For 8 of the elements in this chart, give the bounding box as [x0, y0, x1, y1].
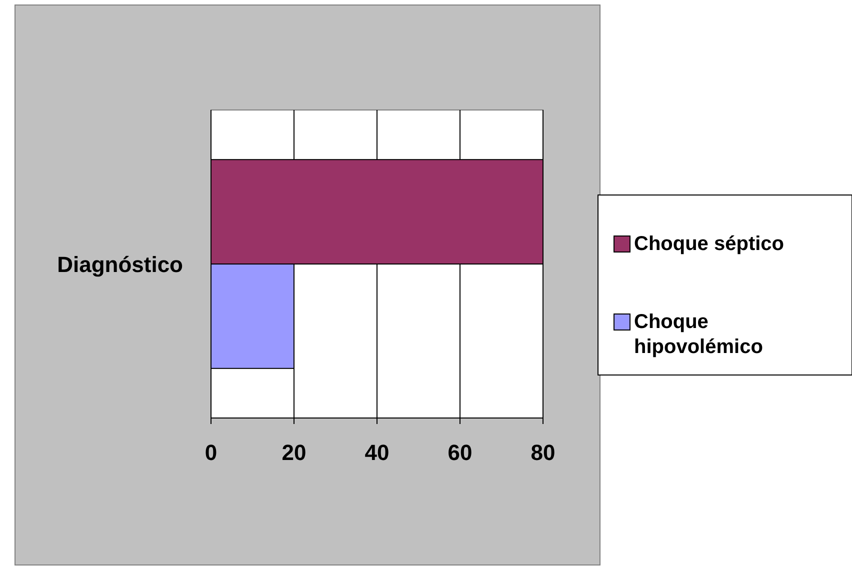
x-tick-label: 0	[204, 440, 218, 465]
x-tick-label: 60	[448, 440, 472, 465]
x-tick-label: 40	[364, 440, 390, 465]
legend-label: Choque séptico	[634, 233, 784, 255]
legend-label: Choque hipovolémico	[634, 311, 763, 358]
y-tick-label: Diagnóstico	[57, 252, 183, 277]
x-tick-label: 80	[530, 440, 556, 465]
x-tick-label: 20	[282, 440, 306, 465]
